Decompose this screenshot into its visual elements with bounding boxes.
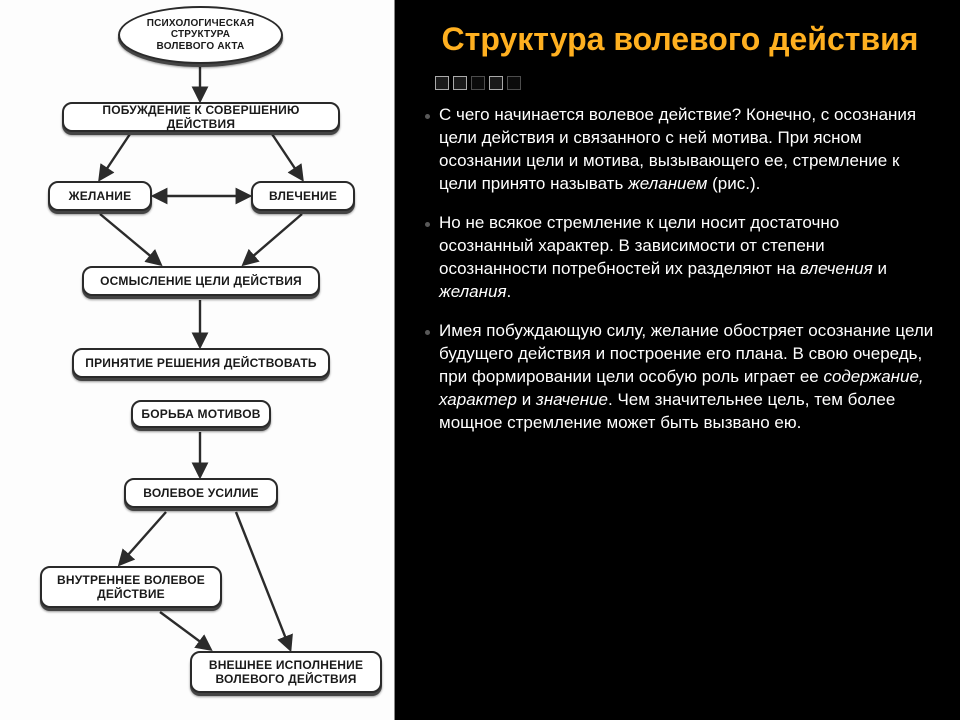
flowchart-node: ПОБУЖДЕНИЕ К СОВЕРШЕНИЮ ДЕЙСТВИЯ	[62, 102, 340, 132]
flowchart-edge	[244, 214, 302, 264]
paragraph: Но не всякое стремление к цели носит дос…	[425, 212, 935, 304]
flowchart-node: ПСИХОЛОГИЧЕСКАЯСТРУКТУРАВОЛЕВОГО АКТА	[118, 6, 283, 64]
text-panel: Структура волевого действия С чего начин…	[395, 0, 960, 720]
flowchart-edge	[236, 512, 290, 649]
flowchart: ПСИХОЛОГИЧЕСКАЯСТРУКТУРАВОЛЕВОГО АКТА ПОБ…	[0, 0, 394, 720]
flowchart-edge	[100, 214, 160, 264]
flowchart-node: ВОЛЕВОЕ УСИЛИЕ	[124, 478, 278, 508]
slide-title: Структура волевого действия	[425, 20, 935, 58]
flowchart-edge	[272, 134, 302, 179]
flowchart-edge	[160, 612, 210, 649]
flowchart-node: ЖЕЛАНИЕ	[48, 181, 152, 211]
flowchart-node: ВНУТРЕННЕЕ ВОЛЕВОЕДЕЙСТВИЕ	[40, 566, 222, 608]
flowchart-node: ВЛЕЧЕНИЕ	[251, 181, 355, 211]
flowchart-panel: ПСИХОЛОГИЧЕСКАЯСТРУКТУРАВОЛЕВОГО АКТА ПОБ…	[0, 0, 395, 720]
flowchart-node: БОРЬБА МОТИВОВ	[131, 400, 271, 428]
flowchart-edge	[100, 134, 130, 179]
flowchart-node: ПРИНЯТИЕ РЕШЕНИЯ ДЕЙСТВОВАТЬ	[72, 348, 330, 378]
paragraph: С чего начинается волевое действие? Коне…	[425, 104, 935, 196]
flowchart-node: ВНЕШНЕЕ ИСПОЛНЕНИЕВОЛЕВОГО ДЕЙСТВИЯ	[190, 651, 382, 693]
flowchart-node: ОСМЫСЛЕНИЕ ЦЕЛИ ДЕЙСТВИЯ	[82, 266, 320, 296]
flowchart-edge	[120, 512, 166, 564]
paragraph: Имея побуждающую силу, желание обостряет…	[425, 320, 935, 435]
decor-squares	[435, 76, 935, 90]
